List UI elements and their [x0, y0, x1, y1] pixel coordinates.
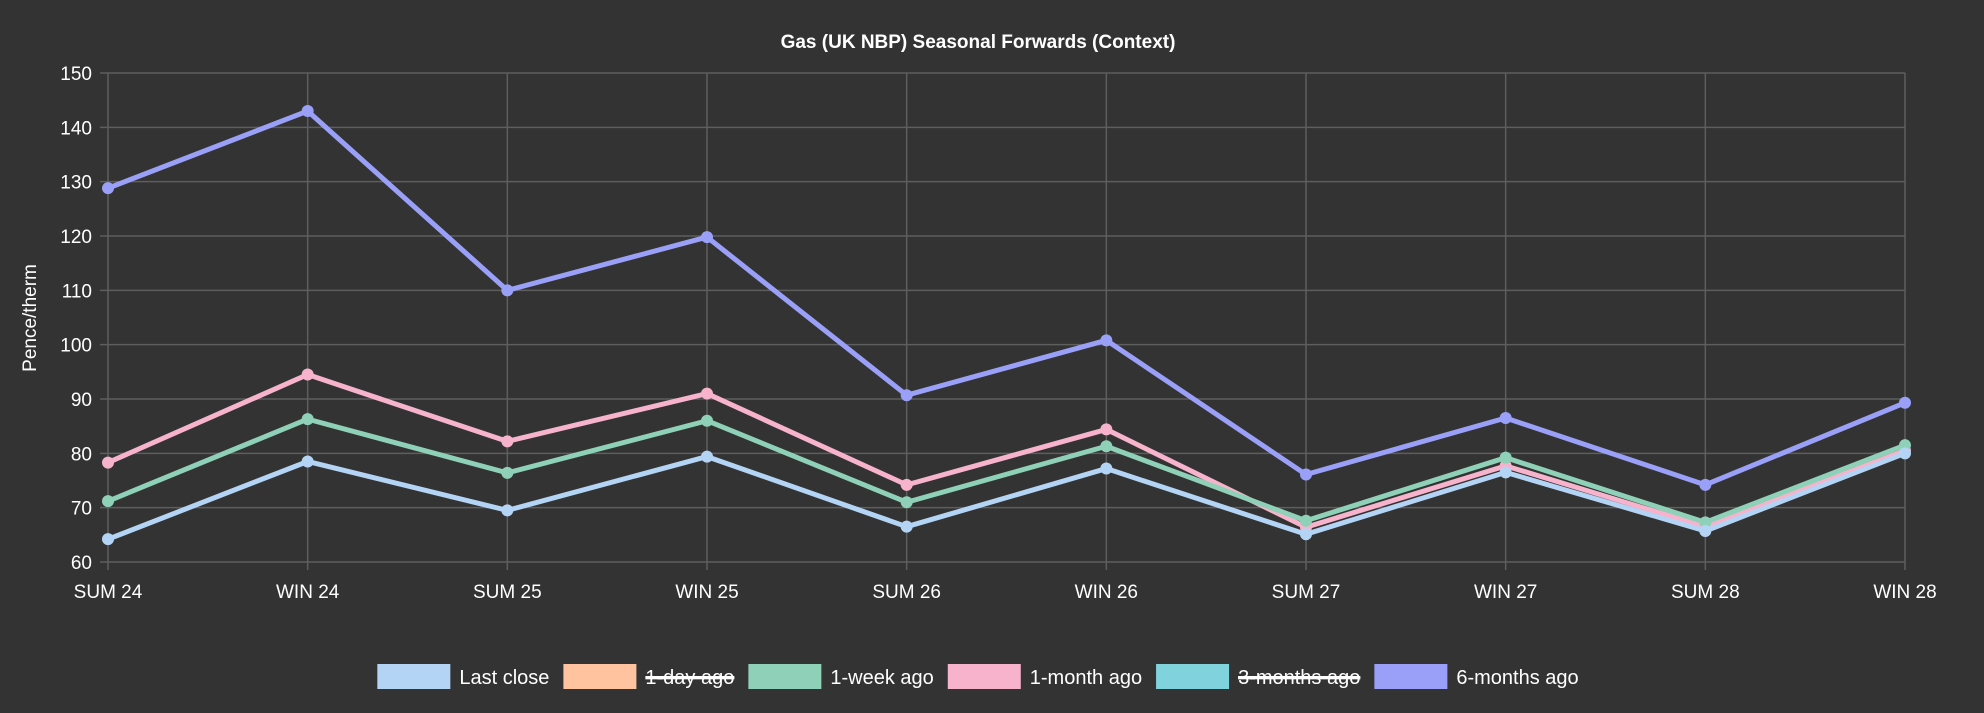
data-point-1-week-ago	[701, 414, 713, 427]
data-point-6-months-ago	[1100, 334, 1113, 347]
chart-title: Gas (UK NBP) Seasonal Forwards (Context)	[781, 32, 1176, 53]
legend-label: 1-month ago	[1030, 667, 1142, 689]
legend-swatch	[1374, 664, 1448, 689]
series-line-1-week-ago	[105, 416, 1908, 525]
x-tick-label: SUM 28	[1671, 582, 1740, 603]
y-tick-label: 120	[60, 227, 92, 248]
y-axis-title: Pence/therm	[20, 264, 41, 372]
data-point-last-close	[701, 450, 713, 463]
data-point-last-close	[1100, 462, 1113, 475]
legend-label: 6-months ago	[1456, 667, 1578, 689]
x-tick-label: WIN 26	[1075, 582, 1138, 603]
data-point-last-close	[102, 533, 114, 546]
x-tick-label: WIN 28	[1873, 582, 1936, 603]
series-1-month-ago	[102, 368, 1911, 534]
data-point-1-month-ago	[1100, 423, 1113, 436]
legend-item-1-day-ago[interactable]: 1-day ago	[563, 664, 735, 689]
series-line-1-month-ago	[105, 372, 1908, 530]
data-point-6-months-ago	[102, 182, 114, 195]
data-point-last-close	[1899, 447, 1911, 460]
data-point-6-months-ago	[1499, 412, 1512, 425]
y-tick-label: 110	[62, 281, 92, 302]
y-tick-label: 60	[71, 553, 92, 574]
series-line-6-months-ago	[105, 108, 1908, 488]
data-point-1-week-ago	[1300, 514, 1312, 527]
legend-item-last-close[interactable]: Last close	[377, 664, 549, 689]
data-point-6-months-ago	[701, 231, 713, 244]
data-point-6-months-ago	[1300, 468, 1312, 481]
y-tick-label: 90	[71, 390, 92, 411]
y-tick-label: 130	[60, 173, 92, 194]
x-tick-label: SUM 24	[74, 582, 143, 603]
data-point-1-month-ago	[301, 368, 314, 381]
y-tick-label: 80	[71, 444, 92, 465]
data-point-1-week-ago	[501, 466, 514, 479]
data-point-1-month-ago	[501, 435, 514, 448]
data-point-1-week-ago	[900, 496, 913, 509]
series-6-months-ago	[102, 105, 1911, 491]
data-point-1-week-ago	[102, 495, 114, 508]
legend-label: Last close	[459, 667, 549, 689]
legend-swatch	[563, 664, 637, 689]
grid-lines	[100, 72, 1906, 570]
x-tick-label: WIN 25	[675, 582, 738, 603]
data-point-last-close	[1699, 525, 1712, 538]
legend-item-1-week-ago[interactable]: 1-week ago	[748, 664, 934, 689]
y-axis-ticks: 60 70 80 90 100 110 120 130 140 150	[60, 64, 92, 574]
series-lines	[102, 105, 1911, 546]
data-point-last-close	[1300, 528, 1312, 541]
data-point-1-month-ago	[900, 478, 913, 491]
data-point-1-week-ago	[301, 413, 314, 426]
data-point-1-month-ago	[102, 456, 114, 469]
data-point-1-week-ago	[1699, 516, 1712, 529]
y-tick-label: 140	[60, 118, 92, 139]
x-tick-label: SUM 26	[872, 582, 941, 603]
series-line-last-close	[105, 450, 1908, 542]
legend-swatch	[947, 664, 1021, 689]
x-tick-label: SUM 27	[1272, 582, 1341, 603]
data-point-1-month-ago	[701, 387, 713, 400]
legend-item-3-months-ago[interactable]: 3-months ago	[1156, 664, 1361, 689]
data-point-last-close	[1499, 466, 1512, 479]
y-tick-label: 70	[71, 499, 92, 520]
data-point-last-close	[301, 455, 314, 468]
legend: Last close 1-day ago 1-week ago 1-month ago…	[377, 664, 1579, 689]
y-tick-label: 100	[60, 336, 92, 357]
data-point-1-week-ago	[1499, 451, 1512, 464]
y-tick-label: 150	[60, 64, 92, 85]
series-1-week-ago	[102, 413, 1911, 529]
data-point-last-close	[501, 504, 514, 517]
data-point-6-months-ago	[1699, 478, 1712, 491]
legend-item-1-month-ago[interactable]: 1-month ago	[947, 664, 1142, 689]
legend-swatch	[377, 664, 451, 689]
data-point-6-months-ago	[301, 105, 314, 118]
legend-swatch	[748, 664, 822, 689]
x-axis-ticks: SUM 24 WIN 24 SUM 25 WIN 25 SUM 26 WIN 26 SUM …	[74, 582, 1937, 603]
x-tick-label: SUM 25	[473, 582, 542, 603]
series-last-close	[102, 447, 1911, 546]
legend-swatch	[1156, 664, 1230, 689]
data-point-6-months-ago	[900, 389, 913, 402]
legend-item-6-months-ago[interactable]: 6-months ago	[1374, 664, 1579, 689]
data-point-1-week-ago	[1100, 440, 1113, 453]
x-tick-label: WIN 24	[276, 582, 340, 603]
x-tick-label: WIN 27	[1474, 582, 1537, 603]
legend-label: 1-week ago	[830, 667, 933, 689]
data-point-last-close	[900, 520, 913, 533]
data-point-6-months-ago	[501, 284, 514, 297]
data-point-6-months-ago	[1899, 396, 1911, 409]
